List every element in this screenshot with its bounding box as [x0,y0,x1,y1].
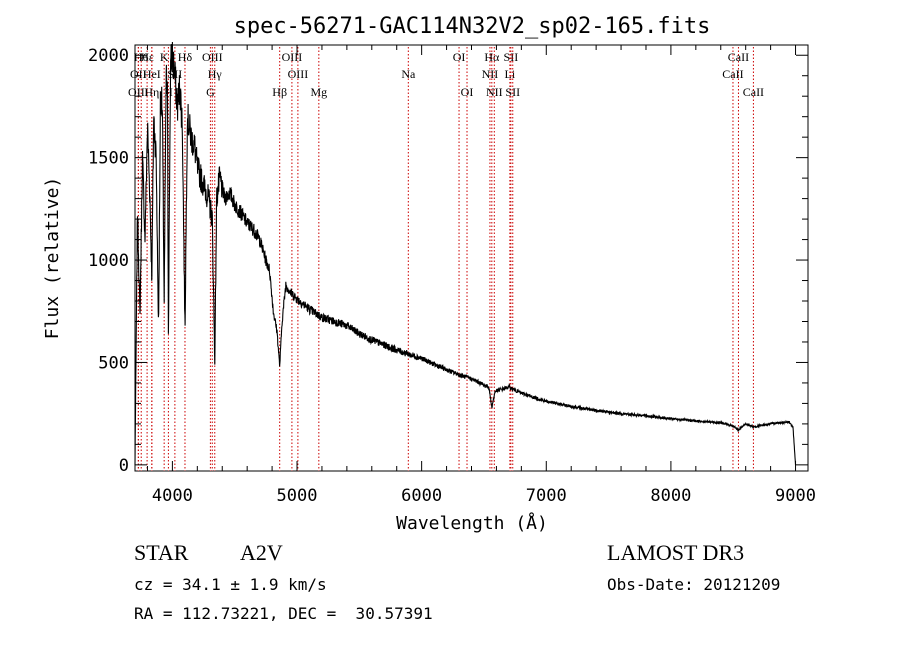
marker-label-Li: Li [505,67,516,81]
y-tick-label: 1000 [88,251,129,271]
x-tick-label: 8000 [650,486,691,506]
marker-label-Hγ: Hγ [208,67,223,81]
marker-label-CaII-c: CaII [743,85,764,99]
marker-label-OI-a: OI [453,50,466,64]
marker-label-Hη: Hη [144,85,159,99]
marker-label-Hδ-a: H6 [134,50,149,64]
coordinates: RA = 112.73221, DEC = 30.57391 [134,604,433,623]
marker-label-Hδ: Hδ [178,50,193,64]
marker-label-G: G [206,85,215,99]
marker-label-H: H [164,85,173,99]
marker-label-Hε: Hε [140,50,154,64]
x-axis-label: Wavelength (Å) [396,512,548,534]
x-tick-label: 9000 [775,486,816,506]
y-tick-label: 1500 [88,149,129,169]
x-tick-label: 4000 [152,486,193,506]
marker-label-OIII-d: OIII [288,67,309,81]
marker-label-NII-b: NII [486,85,503,99]
marker-label-OIII-c: OIII [282,50,303,64]
marker-label-K: K [160,50,169,64]
x-tick-label: 7000 [526,486,567,506]
marker-label-Hα: Hα [484,50,500,64]
y-tick-label: 2000 [88,46,129,66]
x-tick-label: 6000 [401,486,442,506]
object-class: STAR [134,540,189,565]
plot-frame [134,44,809,472]
marker-label-OI-b: OI [461,85,474,99]
marker-label-CaII-b: CaII [722,67,743,81]
marker-label-NII-a: NII [482,67,499,81]
spectrum-line [134,41,797,465]
redshift-value: cz = 34.1 ± 1.9 km/s [134,575,327,594]
marker-label-Na: Na [401,67,416,81]
chart-title: spec-56271-GAC114N32V2_sp02-165.fits [234,14,711,39]
marker-label-SII-c: SII [505,85,520,99]
survey-name: LAMOST DR3 [607,540,745,565]
y-tick-label: 0 [119,456,129,476]
y-tick-label: 500 [98,353,129,373]
object-subclass: A2V [240,540,283,565]
marker-label-Mg: Mg [310,85,327,99]
marker-label-OIII-a: OIII [128,85,149,99]
marker-label-CaII-a: CaII [728,50,749,64]
marker-label-Hβ: Hβ [272,85,287,99]
axis-ticks: 4000 5000 6000 7000 8000 9000 0 500 1000 1500 2000 [88,45,816,506]
marker-label-HeI: HeI [143,67,161,81]
x-tick-label: 5000 [277,486,318,506]
y-axis-label: Flux (relative) [42,177,63,340]
marker-label-OIII-b: OIII [202,50,223,64]
observation-date: Obs-Date: 20121209 [607,575,781,594]
marker-label-OII: OII [130,67,147,81]
marker-label-SII-b: SII [504,50,519,64]
